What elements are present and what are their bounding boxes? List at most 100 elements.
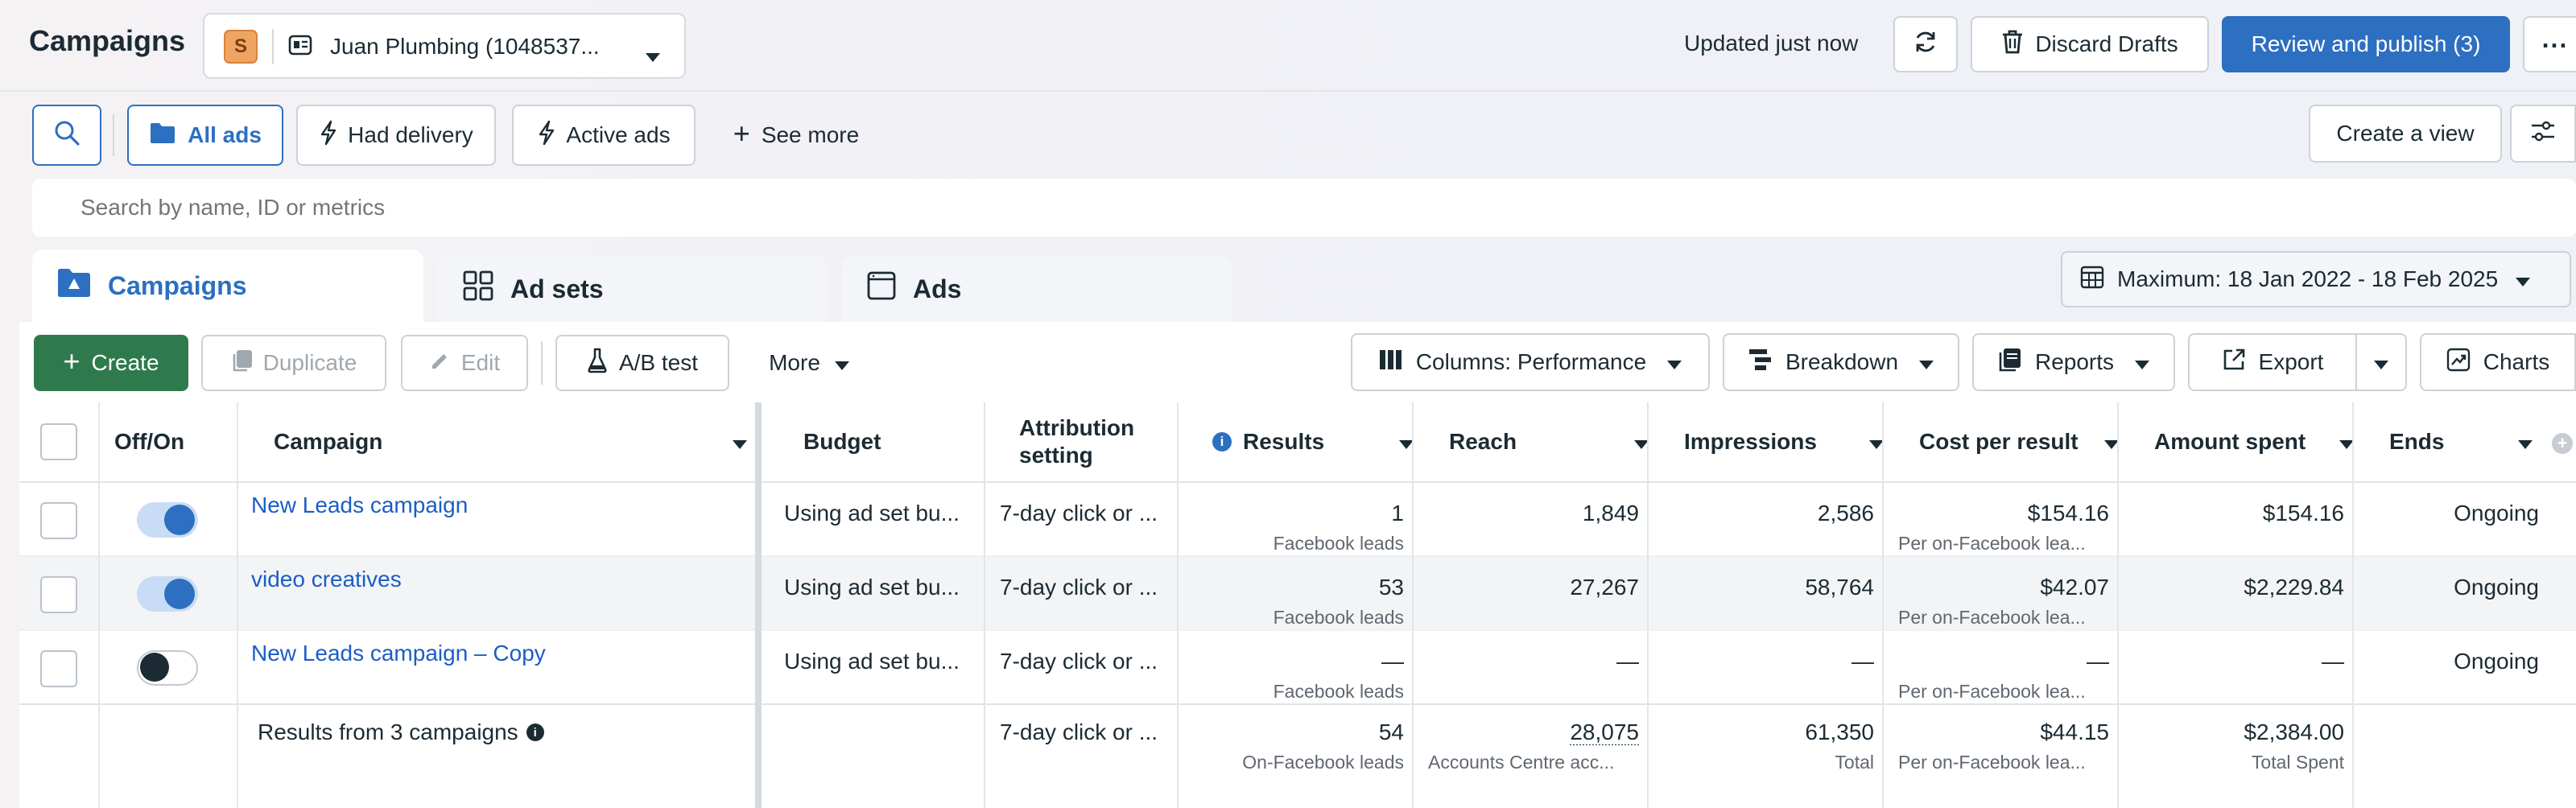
tab-ad-sets[interactable]: Ad sets — [438, 256, 828, 322]
filter-settings-button[interactable] — [2510, 105, 2576, 163]
edit-button[interactable]: Edit — [401, 335, 528, 391]
see-more-button[interactable]: + See more — [712, 105, 881, 166]
col-attribution[interactable]: Attribution setting — [1001, 402, 1195, 481]
results-cell: 53 — [1378, 575, 1404, 600]
campaign-toggle[interactable] — [137, 502, 198, 538]
col-divider — [1177, 402, 1179, 808]
results-cell: — — [1381, 649, 1404, 674]
plus-icon: + — [63, 344, 80, 377]
add-column-icon[interactable]: + — [2552, 433, 2573, 454]
export-options-button[interactable] — [2355, 333, 2407, 391]
col-campaign-label: Campaign — [274, 429, 383, 454]
cost-type: Per on-Facebook lea... — [1898, 607, 2086, 628]
row-checkbox[interactable] — [40, 576, 77, 613]
trend-chart-icon — [2446, 348, 2471, 377]
select-all-checkbox[interactable] — [40, 423, 77, 460]
spent-cell: — — [2322, 649, 2344, 674]
search-toggle-button[interactable] — [32, 105, 101, 166]
campaign-toggle[interactable] — [137, 576, 198, 612]
refresh-icon — [1912, 28, 1939, 61]
search-icon — [53, 119, 80, 152]
tab-campaigns-label: Campaigns — [108, 270, 247, 300]
cost-type: Per on-Facebook lea... — [1898, 681, 2086, 702]
tab-campaigns[interactable]: Campaigns — [32, 249, 423, 322]
more-button[interactable]: More — [749, 335, 869, 391]
pencil-icon — [429, 349, 452, 377]
export-icon — [2222, 348, 2246, 377]
columns-button[interactable]: Columns: Performance — [1351, 333, 1710, 391]
header-border — [19, 481, 2576, 483]
col-reach[interactable]: Reach — [1431, 402, 1666, 481]
totals-attribution: 7-day click or ... — [1000, 719, 1158, 744]
date-range-label: Maximum: 18 Jan 2022 - 18 Feb 2025 — [2117, 266, 2499, 291]
col-divider — [2117, 402, 2119, 808]
duplicate-button[interactable]: Duplicate — [201, 335, 386, 391]
refresh-button[interactable] — [1893, 16, 1958, 72]
filter-had-delivery[interactable]: Had delivery — [296, 105, 496, 166]
chevron-down-icon — [834, 350, 849, 376]
export-button[interactable]: Export — [2188, 333, 2357, 391]
reports-button[interactable]: Reports — [1972, 333, 2175, 391]
totals-reach[interactable]: 28,075 — [1422, 719, 1639, 745]
updated-status: Updated just now — [1684, 31, 1859, 56]
cost-cell: — — [2087, 649, 2109, 674]
campaign-name-link[interactable]: video creatives — [251, 567, 402, 592]
more-label: More — [769, 350, 820, 375]
results-type: Facebook leads — [1273, 681, 1404, 702]
ad-frame-icon — [866, 270, 897, 307]
row-checkbox[interactable] — [40, 650, 77, 687]
col-ends[interactable]: Ends — [2372, 402, 2550, 481]
cost-cell: $42.07 — [2040, 575, 2109, 600]
col-amount-spent[interactable]: Amount spent — [2136, 402, 2372, 481]
col-spent-label: Amount spent — [2154, 429, 2306, 454]
budget-cell: Using ad set bu... — [784, 575, 960, 600]
chevron-down-icon — [1919, 349, 1934, 375]
edit-label: Edit — [460, 350, 501, 375]
reports-icon — [1998, 348, 2022, 377]
charts-button[interactable]: Charts — [2420, 333, 2576, 391]
filter-active-ads[interactable]: Active ads — [512, 105, 696, 166]
col-offon[interactable]: Off/On — [114, 429, 185, 454]
col-cost-per-result[interactable]: Cost per result — [1901, 402, 2136, 481]
ab-test-button[interactable]: A/B test — [555, 335, 729, 391]
create-view-button[interactable]: Create a view — [2309, 105, 2502, 163]
flask-icon — [587, 348, 608, 379]
campaign-name-link[interactable]: New Leads campaign – Copy — [251, 641, 546, 666]
col-campaign[interactable]: Campaign — [253, 402, 768, 481]
table-header — [19, 402, 2576, 481]
discard-drafts-label: Discard Drafts — [2035, 31, 2178, 56]
campaign-name-link[interactable]: New Leads campaign — [251, 493, 469, 517]
attribution-cell: 7-day click or ... — [1000, 575, 1158, 600]
col-attribution-label-1: Attribution — [1019, 415, 1135, 440]
info-icon[interactable]: i — [526, 723, 544, 741]
info-icon[interactable]: i — [1212, 432, 1232, 451]
discard-drafts-button[interactable]: Discard Drafts — [1971, 16, 2209, 72]
tab-ads[interactable]: Ads — [842, 256, 1232, 322]
top-bar: Campaigns S Juan Plumbing (1048537... Up… — [0, 0, 2576, 90]
totals-spent-type: Total Spent — [2251, 752, 2344, 773]
campaign-toggle[interactable] — [137, 650, 198, 686]
chevron-down-icon — [1667, 349, 1682, 375]
ends-cell: Ongoing — [2454, 575, 2539, 600]
col-impressions[interactable]: Impressions — [1666, 402, 1901, 481]
reach-cell: 27,267 — [1570, 575, 1639, 600]
search-input[interactable] — [80, 190, 2496, 225]
ends-cell: Ongoing — [2454, 649, 2539, 674]
col-divider — [237, 402, 238, 808]
col-budget[interactable]: Budget — [803, 429, 881, 454]
columns-label: Columns: Performance — [1415, 349, 1647, 374]
date-range-picker[interactable]: Maximum: 18 Jan 2022 - 18 Feb 2025 — [2061, 251, 2571, 307]
filter-all-ads[interactable]: All ads — [127, 105, 283, 166]
row-checkbox[interactable] — [40, 502, 77, 539]
col-results[interactable]: i Results — [1196, 402, 1431, 481]
campaign-folder-icon — [56, 267, 92, 304]
row-highlight — [19, 555, 2576, 629]
create-button[interactable]: + Create — [34, 335, 188, 391]
results-cell: 1 — [1391, 501, 1404, 526]
account-selector[interactable]: S Juan Plumbing (1048537... — [203, 13, 686, 79]
review-publish-button[interactable]: Review and publish (3) — [2222, 16, 2510, 72]
breakdown-button[interactable]: Breakdown — [1723, 333, 1959, 391]
calendar-icon — [2080, 265, 2104, 295]
more-options-button[interactable]: ... — [2523, 16, 2576, 72]
cost-cell: $154.16 — [2027, 501, 2109, 526]
